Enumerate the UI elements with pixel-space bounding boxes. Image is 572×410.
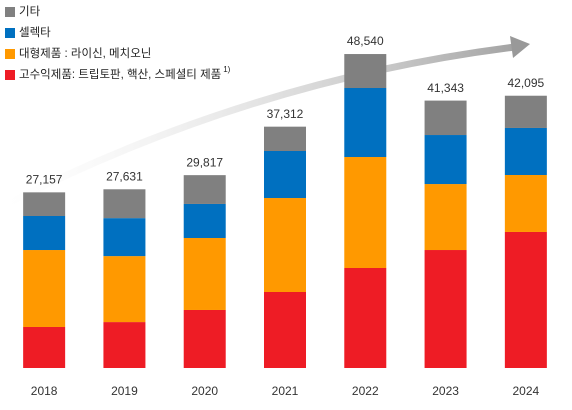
bar-segment	[103, 218, 146, 257]
bar-segment	[344, 54, 387, 89]
bar-segment	[183, 309, 226, 368]
x-tick-label: 2018	[31, 384, 58, 398]
trend-arrow-head	[510, 36, 530, 58]
bar-segment	[264, 126, 306, 151]
bar-segment	[504, 174, 547, 232]
total-label: 48,540	[347, 34, 384, 48]
bar-segment	[424, 100, 467, 136]
legend-swatch	[5, 70, 15, 80]
bar-segment	[23, 216, 66, 251]
total-label: 37,312	[267, 107, 304, 121]
x-tick-label: 2019	[111, 384, 138, 398]
bar-segment	[344, 157, 387, 269]
bar-segment	[424, 250, 467, 368]
bar-segment	[103, 189, 146, 219]
bar-segment	[264, 292, 306, 368]
legend-label: 기타	[19, 5, 41, 18]
bar-segment	[264, 198, 306, 293]
bar-segment	[183, 203, 226, 238]
legend-label: 셀렉타	[19, 26, 51, 39]
bar-segment	[103, 322, 146, 368]
legend-swatch	[5, 7, 15, 17]
legend-swatch	[5, 28, 15, 38]
trend-arrow	[3, 43, 516, 209]
total-label: 29,817	[186, 155, 223, 169]
x-tick-label: 2023	[432, 384, 459, 398]
bar-segment	[344, 88, 387, 158]
bar-segment	[183, 237, 226, 310]
total-label: 42,095	[508, 76, 545, 90]
bar-segment	[103, 256, 146, 323]
legend-swatch	[5, 49, 15, 59]
legend: 고수익제품: 트립토판, 핵산, 스페셜티 제품 1) 대형제품 : 라이신, 메치…	[5, 5, 231, 81]
total-label: 27,157	[26, 173, 63, 187]
bar-segment	[23, 250, 66, 327]
bar-segment	[23, 192, 66, 217]
x-tick-label: 2024	[513, 384, 540, 398]
bar-segment	[344, 268, 387, 368]
bar-segment	[424, 184, 467, 251]
bar-segment	[424, 135, 467, 185]
legend-label: 고수익제품: 트립토판, 핵산, 스페셜티 제품	[19, 68, 221, 81]
x-tick-label: 2022	[352, 384, 379, 398]
bar-segment	[504, 127, 547, 175]
bar-segment	[264, 150, 306, 199]
x-tick-label: 2021	[272, 384, 299, 398]
bar-segment	[183, 175, 226, 204]
total-label: 41,343	[427, 81, 464, 95]
x-tick-label: 2020	[191, 384, 218, 398]
legend-footnote: 1)	[223, 65, 230, 74]
total-label: 27,631	[106, 169, 143, 183]
bar-segment	[504, 95, 547, 128]
bar-segment	[504, 231, 547, 368]
legend-label: 대형제품 : 라이신, 메치오닌	[19, 47, 151, 60]
bar-segment	[23, 326, 66, 368]
